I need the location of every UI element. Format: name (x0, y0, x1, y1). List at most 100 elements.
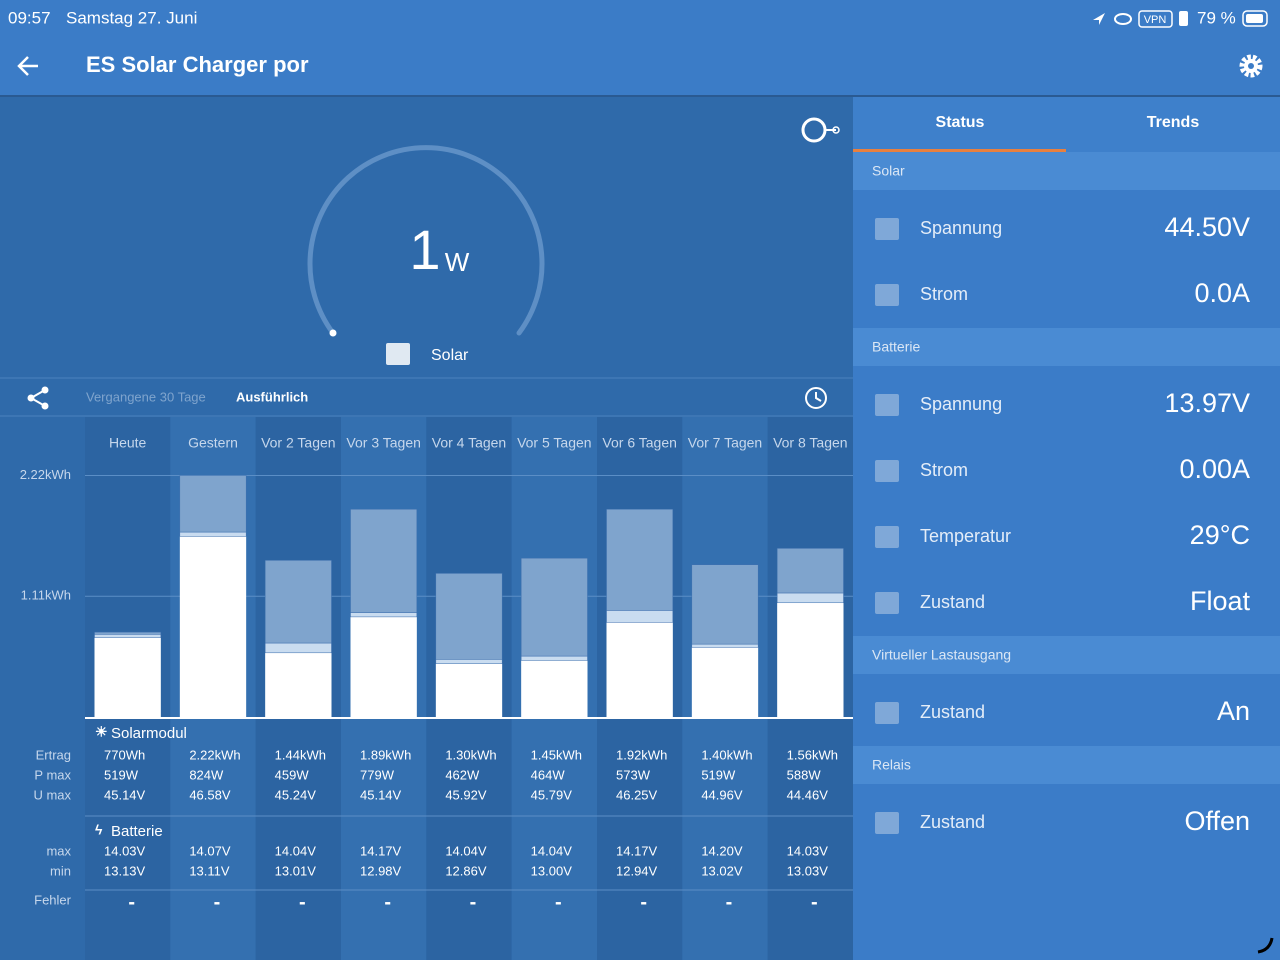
column-header: Vor 8 Tagen (773, 435, 847, 451)
tab-detailed[interactable]: Ausführlich (236, 389, 308, 404)
icon-node (832, 126, 840, 134)
column-header: Vor 5 Tagen (517, 435, 591, 451)
bar-segment (777, 602, 844, 717)
cell: 1.40kWh (701, 747, 752, 762)
cell: 45.14V (360, 787, 402, 802)
tab[interactable]: Status (936, 114, 985, 131)
bar-segment (264, 560, 332, 644)
section-title: Relais (872, 757, 911, 773)
section-header (853, 328, 1280, 366)
error-cell: - (128, 891, 135, 913)
bar-segment (264, 642, 332, 654)
cell: 824W (189, 767, 224, 782)
section-title: Batterie (111, 823, 163, 840)
bar-segment (265, 652, 332, 717)
top-bar (0, 0, 1280, 95)
gauge-value: 1 (409, 218, 440, 281)
share-button[interactable] (27, 386, 49, 410)
row-icon (875, 526, 899, 548)
row-value: An (1217, 696, 1250, 726)
row-icon (875, 812, 899, 834)
cell: 1.44kWh (275, 747, 326, 762)
cell: 44.96V (701, 787, 743, 802)
row-icon (875, 218, 899, 240)
cell: 462W (445, 767, 480, 782)
error-cell: - (726, 891, 733, 913)
row-value: Offen (1184, 806, 1250, 836)
tab-30-days[interactable]: Vergangene 30 Tage (86, 389, 206, 404)
column-header: Gestern (188, 435, 238, 451)
bar-segment (435, 659, 503, 664)
device-link-icon[interactable] (801, 117, 840, 143)
gauge-label: Solar (431, 347, 469, 364)
row-label: min (50, 863, 71, 878)
cell: 519W (701, 767, 736, 782)
cell: 1.89kWh (360, 747, 411, 762)
lock-icon (1179, 11, 1188, 26)
cell: 1.56kWh (787, 747, 838, 762)
corner-mark (1257, 937, 1274, 954)
y-tick-label: 2.22kWh (20, 467, 71, 482)
screen-title: ES Solar Charger por (86, 52, 309, 77)
cell: 13.00V (531, 863, 573, 878)
bar-segment (521, 660, 588, 717)
cell: 14.03V (104, 843, 146, 858)
row-icon (875, 460, 899, 482)
cell: 45.14V (104, 787, 146, 802)
row-icon (875, 394, 899, 416)
y-tick-label: 1.11kWh (21, 588, 71, 603)
bar-segment (179, 536, 247, 717)
bar-segment (435, 663, 503, 717)
error-cell: - (811, 891, 818, 913)
cell: 14.07V (189, 843, 231, 858)
row-label: Zustand (920, 702, 985, 722)
history-ring (805, 387, 827, 409)
row-label: Ertrag (36, 747, 71, 762)
cell: 45.24V (275, 787, 317, 802)
section-title: Solarmodul (111, 725, 187, 742)
history-button[interactable] (805, 387, 827, 409)
column-header: Vor 3 Tagen (346, 435, 420, 451)
gear-teeth (1239, 54, 1263, 78)
cell: 45.92V (445, 787, 487, 802)
column-header: Heute (109, 435, 147, 451)
clock: 09:57 (8, 8, 51, 27)
cell: 459W (275, 767, 310, 782)
cell: 2.22kWh (189, 747, 240, 762)
row-label: Fehler (34, 892, 72, 907)
cell: 12.98V (360, 863, 402, 878)
bar-segment (435, 573, 503, 660)
error-cell: - (384, 891, 391, 913)
error-cell: - (214, 891, 221, 913)
section-header (853, 636, 1280, 674)
bar-segment (179, 475, 247, 533)
bar-segment (776, 592, 844, 604)
gauge-unit: W (445, 247, 470, 277)
cell: 13.03V (787, 863, 829, 878)
right-panel (853, 97, 1280, 960)
row-value: 0.0A (1194, 278, 1250, 308)
settings-button[interactable] (1239, 54, 1263, 78)
gauge-arc (307, 145, 545, 336)
error-cell: - (640, 891, 647, 913)
gear-hole (1248, 63, 1254, 69)
bar-segment (94, 631, 162, 635)
tab[interactable]: Trends (1147, 114, 1200, 131)
link-icon (1114, 13, 1132, 25)
row-icon (875, 702, 899, 724)
row-label: Strom (920, 284, 968, 304)
back-button[interactable] (17, 56, 38, 76)
row-value: Float (1190, 586, 1251, 616)
bar-segment (606, 622, 673, 717)
row-value: 0.00A (1179, 454, 1250, 484)
battery-fill (1246, 14, 1263, 23)
row-label: Spannung (920, 394, 1002, 414)
location-icon (1093, 13, 1105, 25)
bar-segment (776, 548, 844, 594)
bar-segment (179, 531, 247, 537)
cell: 12.86V (445, 863, 487, 878)
bar-segment (350, 616, 417, 717)
row-label: Spannung (920, 218, 1002, 238)
history-table: Heute Gestern Vor 2 Tagen Vor 3 Tagen Vor 4 … (20, 417, 853, 960)
